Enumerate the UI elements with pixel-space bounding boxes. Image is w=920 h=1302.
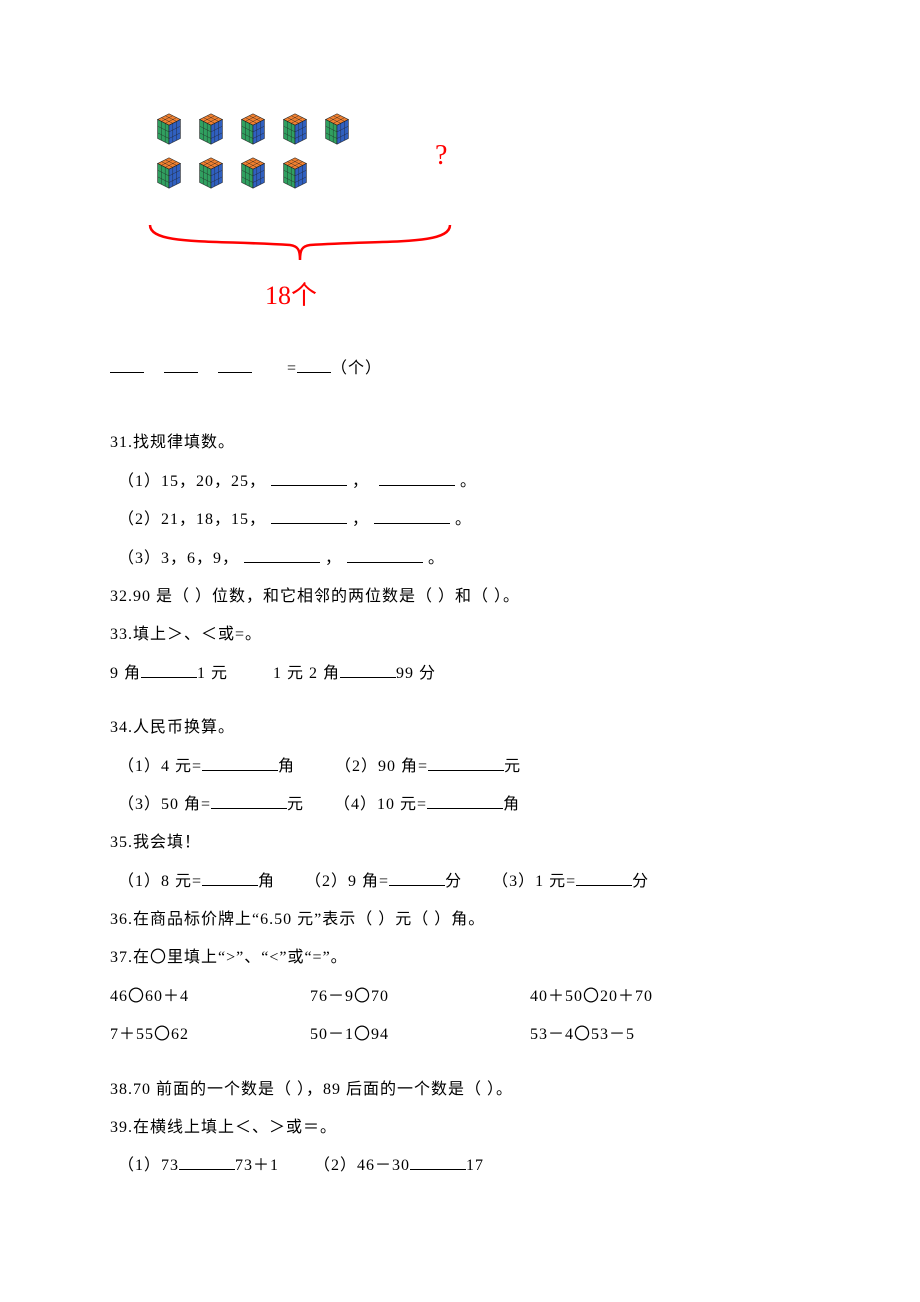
q31-2: （2）21，18，15， ， 。	[118, 505, 810, 535]
blank	[141, 661, 197, 678]
cube-icon	[276, 110, 314, 148]
q31-title: 31.找规律填数。	[110, 428, 810, 458]
unit-label: （个）	[331, 360, 382, 377]
q34-title: 34.人民币换算。	[110, 713, 810, 743]
page: ? 18个 = （个） 31.找规律填数。 （1）15，20，25， ， 。 （2…	[0, 0, 920, 1250]
q34-row2: （3）50 角= 元 （4）10 元= 角	[118, 790, 810, 820]
q35-title: 35.我会填！	[110, 828, 810, 858]
q37-title: 37.在〇里填上“>”、“<”或“=”。	[110, 943, 810, 973]
blank	[428, 754, 504, 771]
cube-icon	[276, 154, 314, 192]
text: （2）90 角=	[335, 758, 428, 775]
text: 分	[632, 873, 649, 890]
text: 分	[445, 873, 462, 890]
text: （3）50 角=	[118, 796, 211, 813]
cube-icon	[192, 110, 230, 148]
text: 元	[287, 796, 304, 813]
blank	[410, 1153, 466, 1170]
text: 。	[455, 511, 472, 528]
blank	[271, 469, 347, 486]
q37-row1: 46〇60＋4 76－9〇70 40＋50〇20＋70	[110, 982, 810, 1012]
q31-3: （3）3，6，9， ， 。	[118, 544, 810, 574]
q33-row: 9 角 1 元 1 元 2 角 99 分	[110, 659, 810, 689]
text: 40＋50〇20＋70	[530, 982, 653, 1012]
text: （2）46－30	[314, 1157, 410, 1174]
blank	[340, 661, 396, 678]
text: 9 角	[110, 665, 141, 682]
blank	[211, 792, 287, 809]
text: 53－4〇53－5	[530, 1020, 635, 1050]
text: 17	[466, 1157, 484, 1174]
cube-icon	[150, 154, 188, 192]
text: （1）8 元=	[118, 873, 202, 890]
text: （3）3，6，9，	[118, 550, 239, 567]
text: （4）10 元=	[334, 796, 427, 813]
text: 元	[504, 758, 521, 775]
cube-row-2	[150, 154, 450, 192]
q33-title: 33.填上＞、＜或=。	[110, 620, 810, 650]
q38: 38.70 前面的一个数是（ ），89 后面的一个数是（ ）。	[110, 1075, 810, 1105]
text: 99 分	[396, 665, 436, 682]
text: 。	[460, 473, 477, 490]
cube-row-1	[150, 110, 450, 148]
q39-row: （1）73 73＋1 （2）46－30 17	[118, 1151, 810, 1181]
blank	[347, 546, 423, 563]
blank	[389, 869, 445, 886]
text: ，	[352, 473, 369, 490]
blank	[202, 869, 258, 886]
text: ，	[325, 550, 342, 567]
text: 50－1〇94	[310, 1020, 530, 1050]
text: 。	[428, 550, 445, 567]
cube-icon	[234, 110, 272, 148]
text: 1 元	[197, 665, 228, 682]
q39-title: 39.在横线上填上＜、＞或＝。	[110, 1113, 810, 1143]
text: 1 元 2 角	[273, 665, 340, 682]
blank	[202, 754, 278, 771]
blank	[271, 507, 347, 524]
q36: 36.在商品标价牌上“6.50 元”表示（ ）元（ ）角。	[110, 905, 810, 935]
cube-diagram: ? 18个	[110, 110, 450, 310]
blank	[427, 792, 503, 809]
text: （3）1 元=	[492, 873, 576, 890]
blank	[164, 356, 198, 373]
blank	[374, 507, 450, 524]
text: 角	[258, 873, 275, 890]
text: （2）9 角=	[305, 873, 389, 890]
blank	[179, 1153, 235, 1170]
text: 76－9〇70	[310, 982, 530, 1012]
cube-icon	[318, 110, 356, 148]
text: （1）15，20，25，	[118, 473, 266, 490]
cube-icon	[192, 154, 230, 192]
blank	[218, 356, 252, 373]
text: （2）21，18，15，	[118, 511, 266, 528]
text: 73＋1	[235, 1157, 279, 1174]
blank	[576, 869, 632, 886]
q37-row2: 7＋55〇62 50－1〇94 53－4〇53－5	[110, 1020, 810, 1050]
brace-icon	[140, 220, 460, 270]
text: 角	[503, 796, 520, 813]
q34-row1: （1）4 元= 角 （2）90 角= 元	[118, 752, 810, 782]
q32: 32.90 是（ ）位数，和它相邻的两位数是（ ）和（ ）。	[110, 582, 810, 612]
q31-1: （1）15，20，25， ， 。	[118, 467, 810, 497]
q35-row: （1）8 元= 角 （2）9 角= 分 （3）1 元= 分	[118, 867, 810, 897]
cube-icon	[234, 154, 272, 192]
blank	[379, 469, 455, 486]
text: 46〇60＋4	[110, 982, 310, 1012]
text: （1）4 元=	[118, 758, 202, 775]
blank	[297, 356, 331, 373]
text: 角	[278, 758, 295, 775]
equals-sign: =	[287, 360, 297, 377]
total-label: 18个	[265, 275, 317, 312]
text: ，	[352, 511, 369, 528]
question-mark: ?	[435, 140, 447, 172]
text: （1）73	[118, 1157, 179, 1174]
blank	[244, 546, 320, 563]
text: 7＋55〇62	[110, 1020, 310, 1050]
cube-icon	[150, 110, 188, 148]
equation-blanks: = （个）	[110, 354, 810, 384]
blank	[110, 356, 144, 373]
